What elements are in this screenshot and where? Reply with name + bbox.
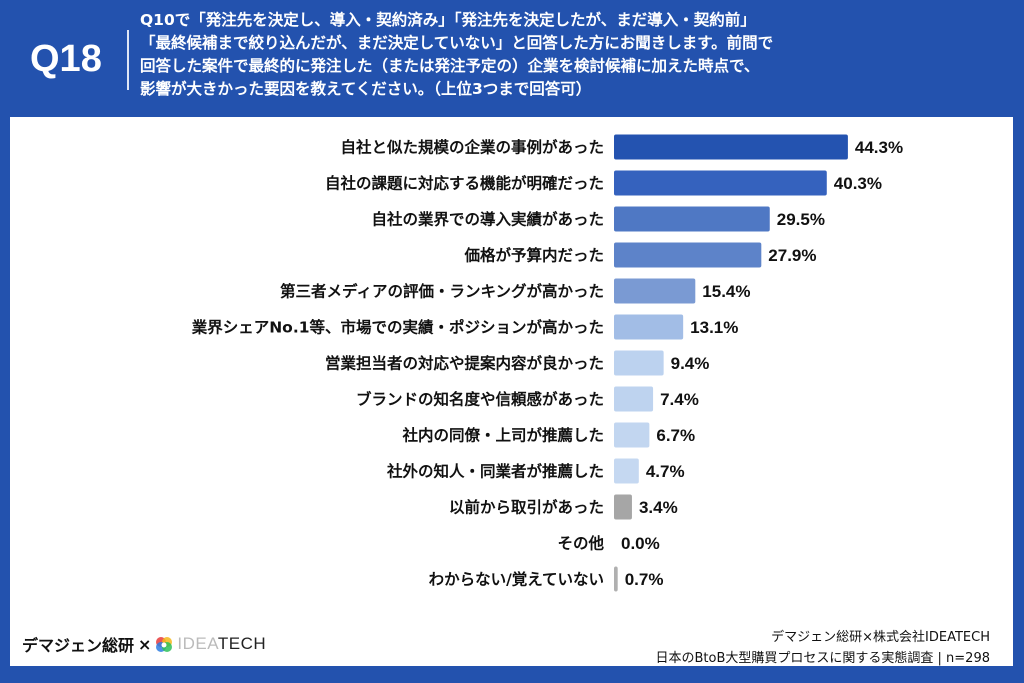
ideatech-logo-icon [156,637,173,652]
value-label: 4.7% [646,462,685,481]
bar [614,386,654,412]
category-label: 社内の同僚・上司が推薦した [401,426,604,445]
bar [614,278,696,304]
category-label: 第三者メディアの評価・ランキングが高かった [280,282,604,301]
brand-logo: デマジェン総研 × IDEATECH [22,632,266,656]
value-label: 9.4% [671,354,710,373]
logo-idea: IDEA [177,634,218,653]
bar-chart: 自社と似た規模の企業の事例があった 44.3% 自社の課題に対応する機能が明確だった… [191,134,903,592]
category-label: 自社の業界での導入実績があった [371,210,604,229]
value-label: 44.3% [855,138,903,157]
value-label: 29.5% [777,210,825,229]
category-label: ブランドの知名度や信頼感があった [356,390,604,409]
bar [614,494,632,520]
bar [614,422,650,448]
category-label: 自社と似た規模の企業の事例があった [340,138,604,157]
category-label: 営業担当者の対応や提案内容が良かった [325,354,604,373]
bar [614,314,684,340]
chart-panel: 自社と似た規模の企業の事例があった 44.3% 自社の課題に対応する機能が明確だった… [10,117,1013,666]
value-label: 0.0% [621,534,660,553]
value-label: 6.7% [656,426,695,445]
category-label: 社外の知人・同業者が推薦した [386,462,604,481]
bar [614,206,770,232]
logo-times: × [138,634,152,654]
value-label: 40.3% [834,174,882,193]
value-label: 3.4% [639,498,678,517]
logo-tech: TECH [217,634,267,653]
category-label: 自社の課題に対応する機能が明確だった [325,174,604,193]
bar [614,566,618,592]
bar [614,170,827,196]
category-label: 業界シェアNo.1等、市場での実績・ポジションが高かった [191,318,604,337]
question-text: Q10で「発注先を決定し、導入・契約済み」「発注先を決定したが、まだ導入・契約前… [140,11,774,98]
header-divider [127,30,129,90]
value-label: 7.4% [660,390,699,409]
value-label: 27.9% [768,246,816,265]
category-label: その他 [557,534,604,553]
value-label: 0.7% [625,570,664,589]
bar [614,458,639,484]
bar [614,350,664,376]
credit-line-1: デマジェン総研×株式会社IDEATECH [771,630,990,645]
credit: デマジェン総研×株式会社IDEATECH 日本のBtoB大型購買プロセスに関する… [656,627,990,669]
question-number: Q18 [30,38,102,80]
bar [614,242,762,268]
credit-line-2: 日本のBtoB大型購買プロセスに関する実態調査 | n=298 [655,651,990,666]
value-label: 13.1% [690,318,738,337]
category-label: わからない/覚えていない [429,570,604,589]
category-label: 以前から取引があった [449,498,604,517]
bar [614,134,848,160]
value-label: 15.4% [702,282,750,301]
logo-demagen: デマジェン総研 [22,636,135,655]
category-label: 価格が予算内だった [463,246,604,265]
